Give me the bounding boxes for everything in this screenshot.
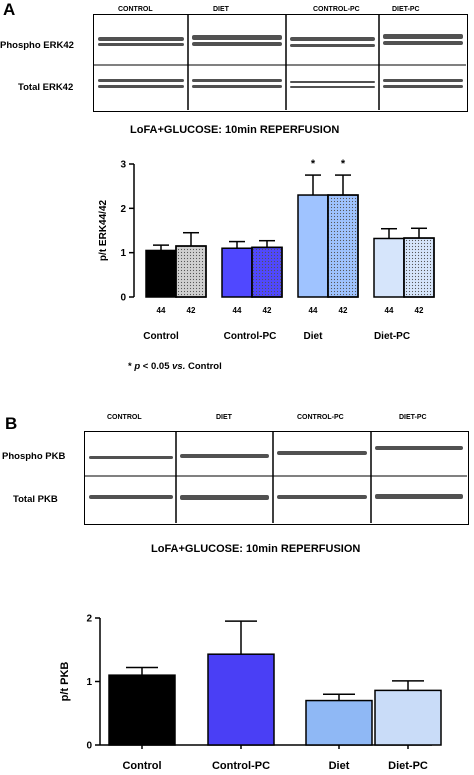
y-tick-label-a: 1 (120, 248, 126, 259)
group-label-a: Control-PC (224, 331, 277, 342)
bar-label-a: 44 (385, 306, 394, 315)
bar-b (305, 699, 373, 746)
blot-a-frame (93, 14, 468, 112)
bar-label-a: 44 (309, 306, 318, 315)
blot-b-lane-control-pc: CONTROL-PC (297, 414, 344, 421)
blot-a-row-phospho: Phospho ERK42 (0, 40, 74, 51)
y-tick-label-a: 3 (120, 160, 126, 171)
bar-label-a: 42 (187, 306, 196, 315)
panel-a-blot: CONTROL DIET CONTROL-PC DIET-PC Phospho … (0, 0, 474, 120)
blot-a-image (94, 15, 466, 110)
bar-a (221, 247, 253, 298)
blot-a-row-total: Total ERK42 (18, 82, 74, 93)
x-tick-label-b: Control-PC (212, 760, 270, 772)
footnote-p: p (134, 361, 141, 372)
chart-a-footnote: * p < 0.05 vs. Control (128, 361, 222, 372)
bar-a-texture (175, 245, 207, 298)
bar-label-a: 42 (263, 306, 272, 315)
footnote-star: * (128, 361, 135, 372)
group-label-a: Diet-PC (374, 331, 410, 342)
panel-b-blot: CONTROL DIET CONTROL-PC DIET-PC Phospho … (0, 405, 474, 535)
panel-b-letter: B (5, 414, 18, 433)
group-label-a: Control (143, 331, 179, 342)
y-tick-label-b: 0 (86, 741, 92, 752)
chart-a: 0 1 2 3 p/t ERK44/42 44 42 44 42 * 44 * 42 44 42 Contro… (98, 158, 435, 342)
bar-a (145, 249, 177, 298)
blot-b-image (85, 432, 467, 523)
x-tick-label-b: Control (122, 760, 161, 772)
bar-a (297, 194, 329, 298)
y-axis-label-b: p/t PKB (59, 662, 71, 702)
blot-a-lane-control: CONTROL (118, 6, 153, 13)
blot-b-row-phospho: Phospho PKB (2, 451, 66, 462)
significance-a: * (311, 158, 316, 170)
x-tick-label-b: Diet (329, 760, 350, 772)
blot-b-lane-control: CONTROL (107, 414, 142, 421)
bar-b (108, 674, 176, 746)
blot-a-lane-diet: DIET (213, 6, 229, 13)
blot-b-row-total: Total PKB (13, 494, 58, 505)
bar-a (373, 237, 405, 298)
blot-b-frame (84, 431, 469, 525)
blot-a-lane-diet-pc: DIET-PC (392, 6, 420, 13)
bar-label-a: 44 (157, 306, 166, 315)
blot-a-lane-control-pc: CONTROL-PC (313, 6, 360, 13)
x-tick-label-b: Diet-PC (388, 760, 428, 772)
chart-a-title: LoFA+GLUCOSE: 10min REPERFUSION (130, 124, 340, 136)
bar-a-texture (251, 246, 283, 298)
y-tick-label-a: 2 (120, 204, 126, 215)
panel-a-letter: A (3, 0, 16, 19)
bar-label-a: 42 (339, 306, 348, 315)
blot-b-lane-diet-pc: DIET-PC (399, 414, 427, 421)
blot-b-lane-diet: DIET (216, 414, 232, 421)
footnote-vs: vs. (172, 361, 186, 372)
y-tick-label-b: 2 (86, 614, 92, 625)
bar-b (374, 689, 442, 746)
chart-b: 0 1 2 p/t PKB Control Control-PC Diet Diet-PC (59, 614, 442, 772)
significance-a: * (341, 158, 346, 170)
y-axis-label-a: p/t ERK44/42 (98, 199, 109, 261)
bar-a-texture (403, 237, 435, 298)
y-tick-label-b: 1 (86, 677, 92, 688)
bar-b (207, 653, 275, 746)
bar-label-a: 44 (233, 306, 242, 315)
footnote-lt: < 0.05 (140, 361, 173, 372)
group-label-a: Diet (304, 331, 324, 342)
footnote-control: Control (185, 361, 222, 372)
y-tick-label-a: 0 (120, 293, 126, 304)
chart-b-title: LoFA+GLUCOSE: 10min REPERFUSION (151, 543, 361, 555)
bar-label-a: 42 (415, 306, 424, 315)
bar-a-texture (327, 194, 359, 298)
